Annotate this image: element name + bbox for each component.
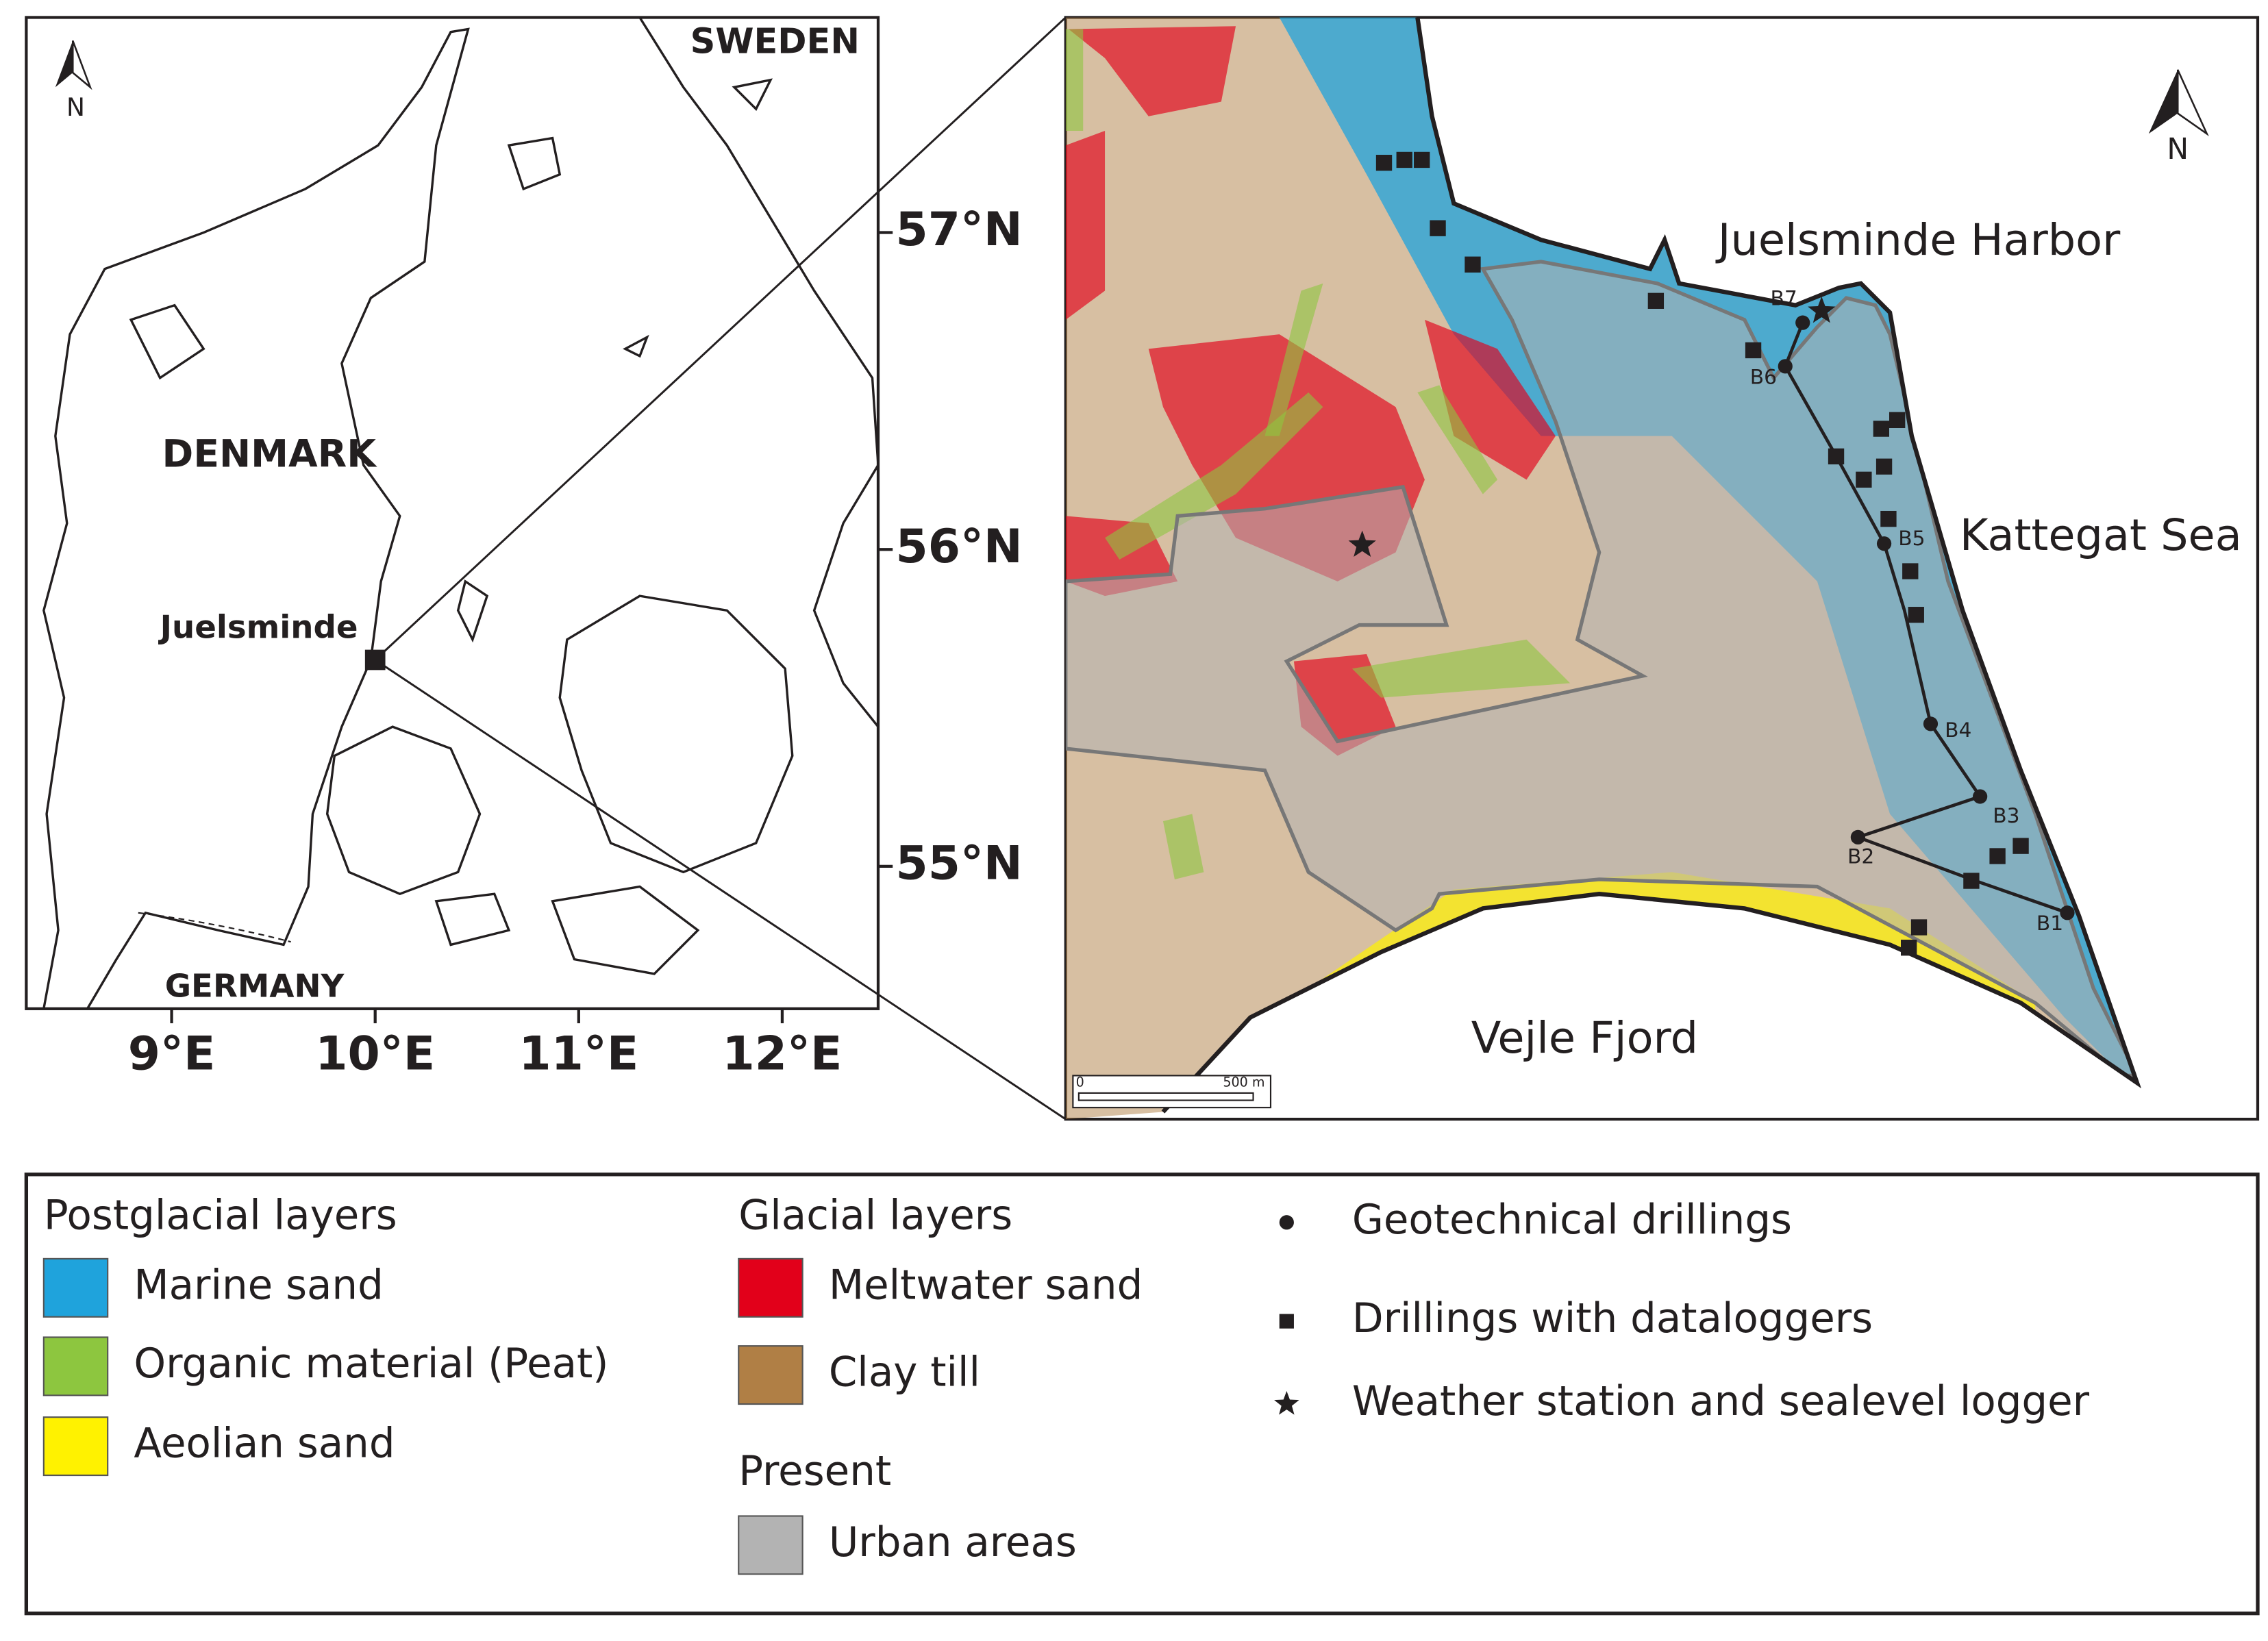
borehole <box>1923 716 1939 731</box>
label: Glacial layers <box>738 1192 1012 1240</box>
label: Present <box>738 1448 891 1495</box>
label: B6 <box>1750 365 1777 389</box>
peat-area <box>1417 385 1498 494</box>
datalogger-drilling <box>1963 873 1980 889</box>
label: Geotechnical drillings <box>1352 1197 1792 1244</box>
label: DENMARK <box>162 433 378 477</box>
datalogger-drilling <box>1414 151 1430 168</box>
label: Weather station and sealevel logger <box>1352 1378 2090 1425</box>
datalogger-drilling <box>1989 848 2006 864</box>
detail-map <box>1064 16 2260 1121</box>
datalogger-drilling <box>1889 412 1906 428</box>
datalogger-drilling <box>1828 448 1845 465</box>
label: Aeolian sand <box>134 1420 395 1468</box>
legend-symbol <box>1274 1390 1299 1415</box>
label: GERMANY <box>165 968 345 1005</box>
label: B5 <box>1898 527 1925 551</box>
datalogger-drilling <box>1465 256 1481 273</box>
label: Postglacial layers <box>44 1192 397 1240</box>
label: Juelsminde Harbor <box>1715 215 2121 266</box>
datalogger-drilling <box>1900 940 1917 956</box>
borehole <box>1973 789 1988 804</box>
borehole <box>2060 905 2075 920</box>
label: Meltwater sand <box>829 1262 1143 1309</box>
borehole <box>1876 536 1892 551</box>
datalogger-drilling <box>1876 458 1893 475</box>
label: Juelsminde <box>158 609 358 646</box>
datalogger-drilling <box>1375 155 1393 171</box>
label: 10°E <box>315 1027 435 1081</box>
legend-swatch <box>42 1257 109 1318</box>
legend-swatch <box>738 1515 803 1575</box>
label: B2 <box>1847 845 1874 869</box>
datalogger-drilling <box>1908 607 1924 623</box>
datalogger-drilling <box>1880 510 1897 527</box>
label: B3 <box>1993 804 2019 828</box>
label: Drillings with dataloggers <box>1352 1295 1873 1342</box>
datalogger-drilling <box>2012 838 2029 854</box>
datalogger-drilling <box>1430 220 1446 236</box>
label: Organic material (Peat) <box>134 1340 608 1388</box>
weather-station <box>1348 530 1376 558</box>
borehole <box>1778 359 1793 374</box>
datalogger-drilling <box>1856 471 1872 488</box>
borehole <box>1850 829 1865 845</box>
datalogger-drilling <box>1902 563 1919 579</box>
label: N <box>66 93 85 122</box>
datalogger-drilling <box>1396 151 1412 168</box>
label: 12°E <box>722 1027 842 1081</box>
label: 56°N <box>895 520 1022 574</box>
label: SWEDEN <box>690 22 860 62</box>
label: 500 m <box>1223 1075 1264 1090</box>
meltwater-sand-area <box>1068 26 1236 116</box>
peat-area <box>1264 283 1323 436</box>
label: 11°E <box>519 1027 638 1081</box>
legend-symbol <box>1279 1314 1294 1329</box>
label: N <box>2167 133 2189 166</box>
label: 9°E <box>128 1027 216 1081</box>
label: 55°N <box>895 836 1022 890</box>
legend-swatch <box>42 1416 109 1477</box>
label: Clay till <box>829 1349 980 1396</box>
meltwater-sand-area <box>1424 319 1556 480</box>
label: B1 <box>2036 912 2063 936</box>
meltwater-sand-area <box>1065 131 1106 320</box>
legend-swatch <box>738 1345 803 1405</box>
datalogger-drilling <box>1910 919 1928 936</box>
label: B7 <box>1770 287 1797 311</box>
legend-symbol <box>1279 1215 1294 1230</box>
legend-swatch <box>738 1257 803 1318</box>
borehole <box>1795 315 1810 330</box>
peat-area <box>1065 29 1084 131</box>
label: Urban areas <box>829 1519 1077 1566</box>
datalogger-drilling <box>1745 342 1762 359</box>
legend-swatch <box>42 1336 109 1396</box>
datalogger-drilling <box>1647 292 1665 309</box>
overview-map <box>25 16 1067 1120</box>
label: Marine sand <box>134 1262 383 1309</box>
peat-area <box>1351 639 1571 698</box>
weather-station <box>1808 296 1836 323</box>
label: 57°N <box>895 203 1022 257</box>
peat-area <box>1162 814 1204 879</box>
legend-box <box>24 1173 2260 1616</box>
label: Kattegat Sea <box>1960 510 2242 561</box>
datalogger-drilling <box>1873 421 1889 437</box>
label: B4 <box>1945 718 1971 742</box>
label: Vejle Fjord <box>1471 1013 1698 1064</box>
label: 0 <box>1076 1075 1084 1090</box>
